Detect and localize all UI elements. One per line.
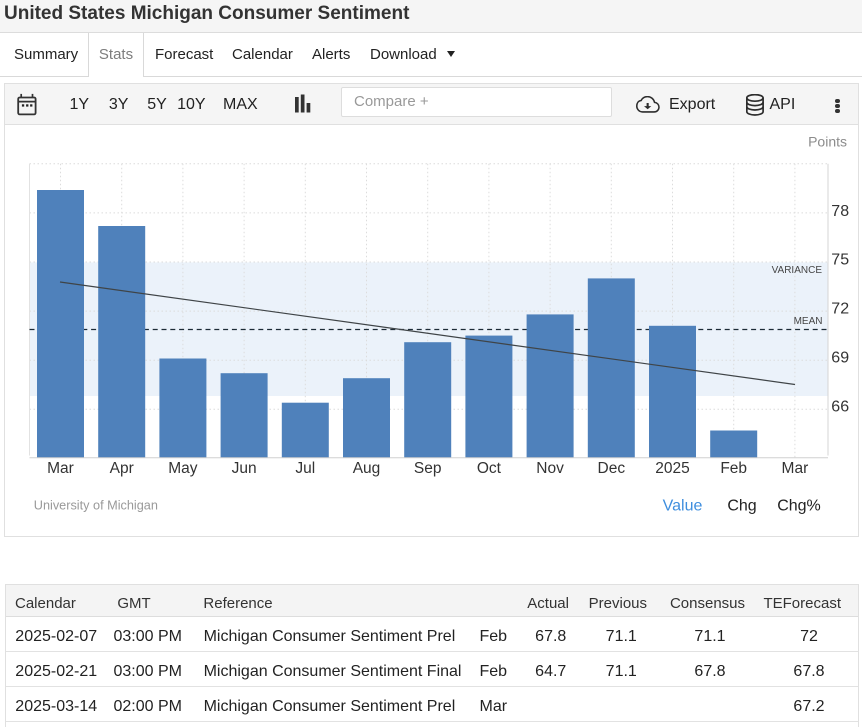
svg-text:69: 69	[831, 350, 849, 367]
svg-text:Aug: Aug	[353, 460, 381, 477]
svg-text:VARIANCE: VARIANCE	[772, 265, 823, 276]
svg-text:Apr: Apr	[110, 460, 134, 477]
svg-text:Jul: Jul	[295, 460, 315, 477]
svg-text:MEAN: MEAN	[794, 316, 823, 327]
svg-text:Mar: Mar	[47, 460, 74, 477]
svg-text:University of Michigan: University of Michigan	[34, 499, 158, 513]
svg-text:66: 66	[831, 398, 849, 415]
svg-text:Nov: Nov	[536, 460, 564, 477]
svg-text:78: 78	[831, 203, 849, 220]
svg-text:75: 75	[831, 252, 849, 269]
svg-text:72: 72	[831, 301, 849, 318]
svg-text:Mar: Mar	[782, 460, 809, 477]
svg-text:2025: 2025	[655, 460, 689, 477]
svg-text:Value: Value	[663, 498, 703, 515]
svg-text:Jun: Jun	[232, 460, 257, 477]
svg-text:Feb: Feb	[720, 460, 747, 477]
svg-text:Points: Points	[808, 134, 847, 150]
svg-text:May: May	[168, 460, 198, 477]
svg-text:Sep: Sep	[414, 460, 442, 477]
svg-text:Chg: Chg	[727, 498, 756, 515]
svg-text:Dec: Dec	[598, 460, 626, 477]
svg-text:Chg%: Chg%	[777, 498, 821, 515]
svg-text:Oct: Oct	[477, 460, 502, 477]
